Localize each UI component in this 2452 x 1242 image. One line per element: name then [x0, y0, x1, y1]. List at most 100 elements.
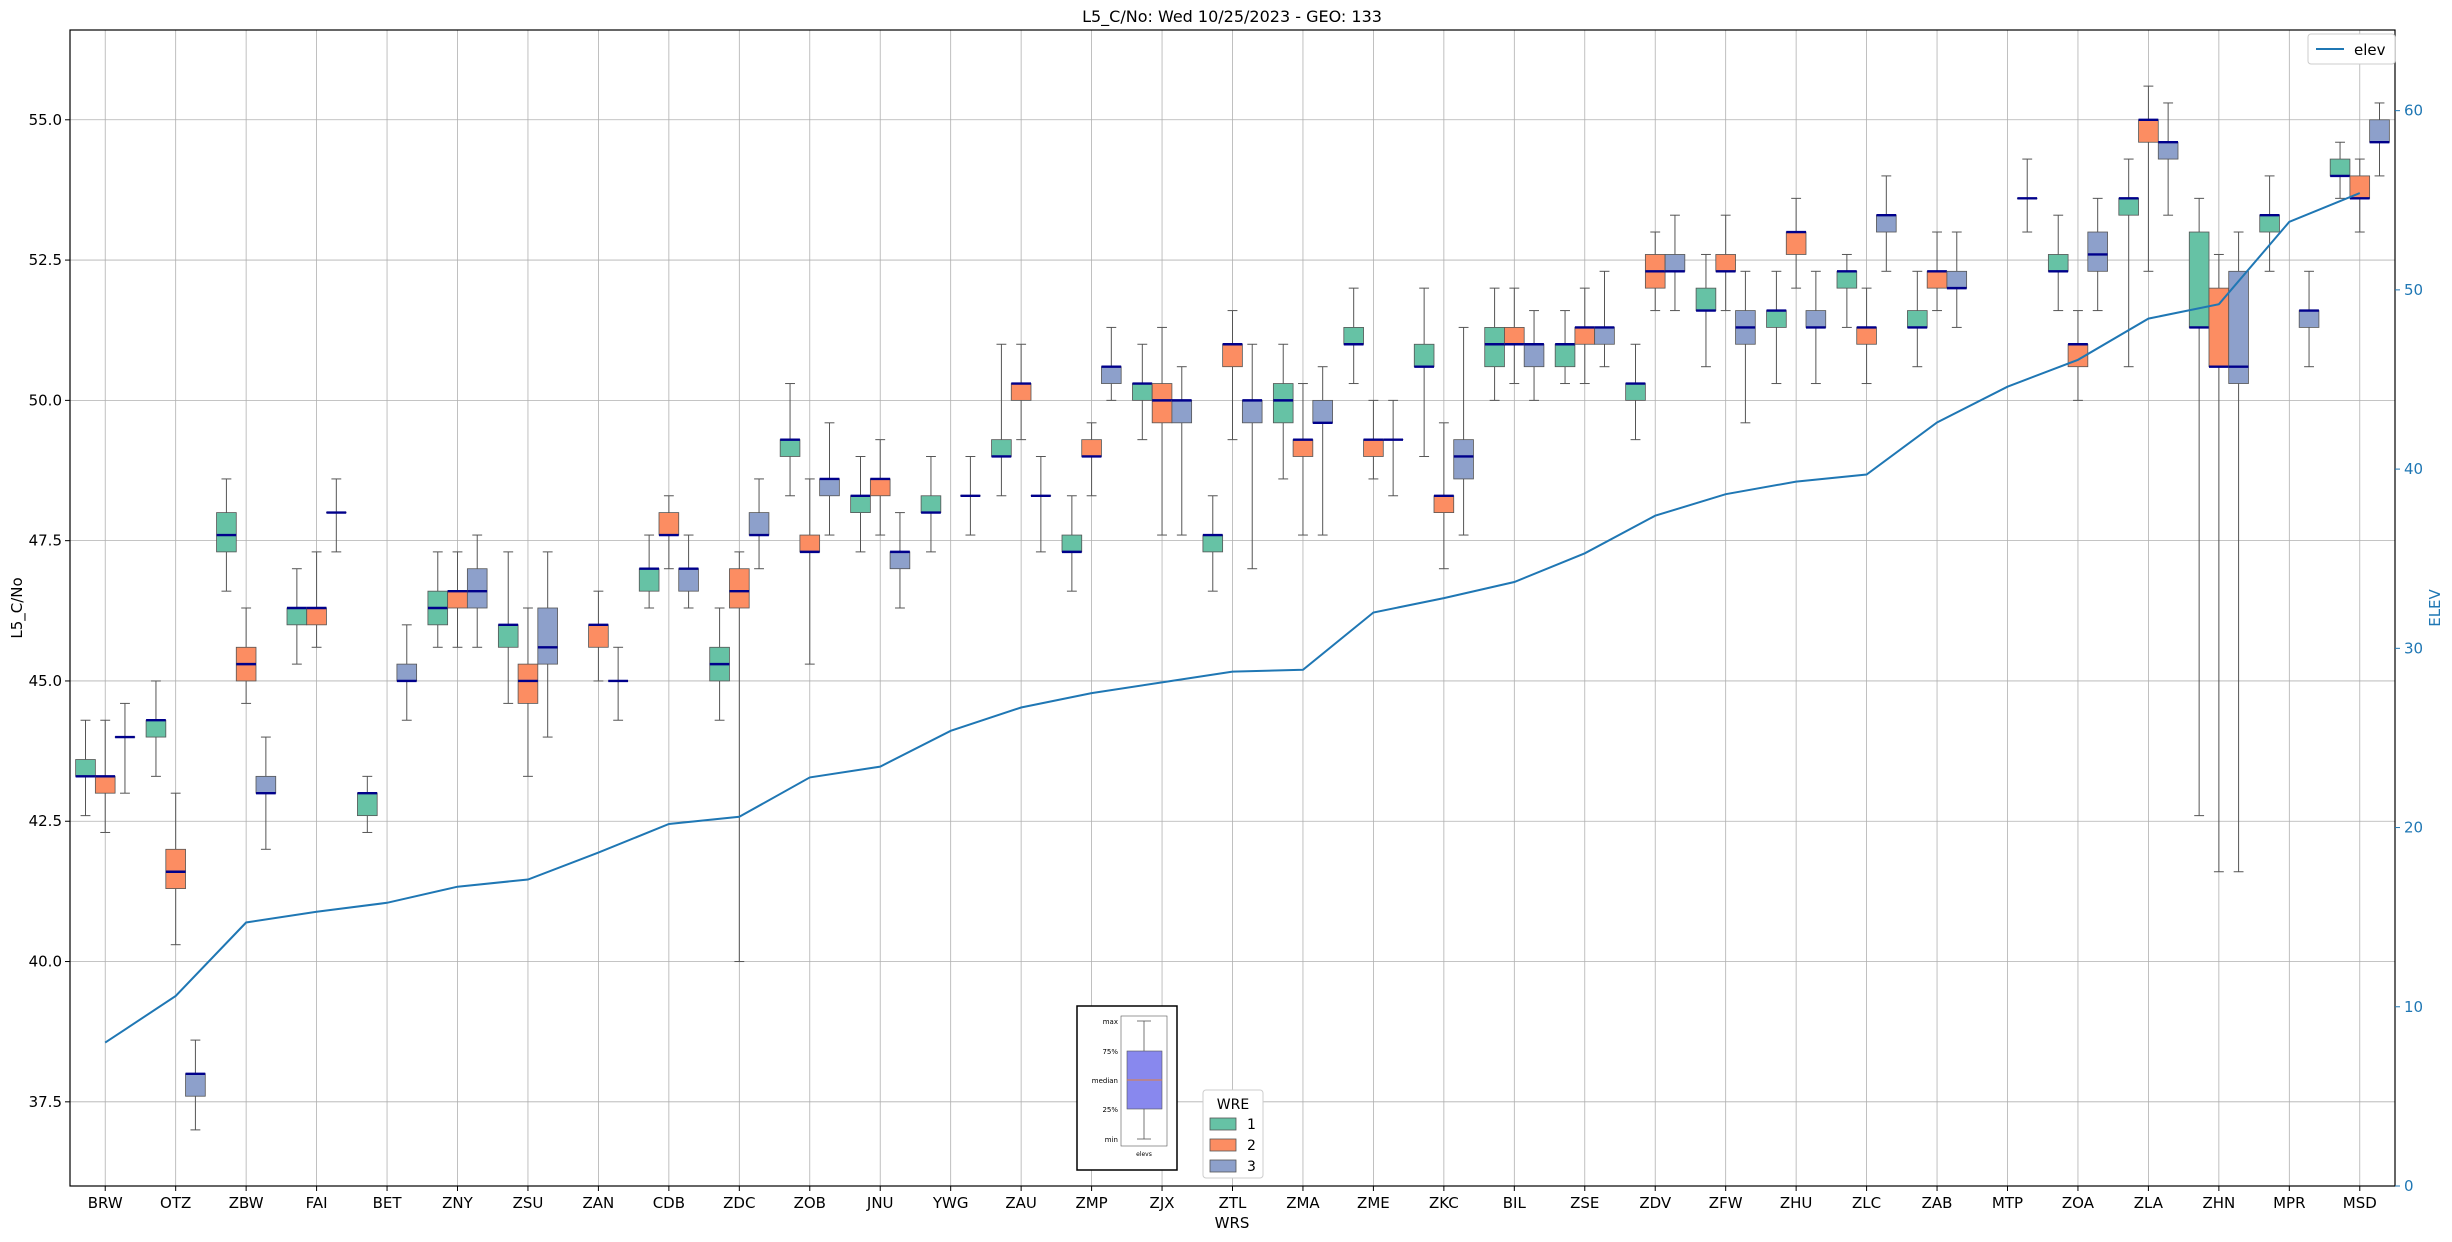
box-iqr [2189, 232, 2209, 327]
x-tick-label: ZKC [1429, 1194, 1459, 1212]
box-iqr [1011, 384, 1031, 401]
box-iqr [307, 608, 327, 625]
box-iqr [2330, 159, 2350, 176]
x-tick-label: ZMA [1286, 1194, 1320, 1212]
x-tick-label: ZDC [723, 1194, 755, 1212]
box-iqr [639, 569, 659, 591]
key-label-75: 75% [1102, 1048, 1118, 1056]
wre-legend-swatch-1 [1210, 1118, 1236, 1130]
box-iqr [2088, 232, 2108, 271]
box-iqr [1626, 384, 1646, 401]
key-label-min: min [1105, 1136, 1118, 1144]
box-iqr [589, 625, 609, 647]
box-iqr [287, 608, 307, 625]
x-tick-label: ZOA [2062, 1194, 2095, 1212]
x-tick-label: ZJX [1150, 1194, 1175, 1212]
box-iqr [1485, 327, 1505, 366]
x-tick-label: ZBW [229, 1194, 264, 1212]
x-tick-label: YWG [932, 1194, 969, 1212]
box-iqr [1152, 384, 1172, 423]
box-iqr [1806, 311, 1826, 328]
box-iqr [1172, 400, 1192, 422]
y2-tick-label: 60 [2404, 102, 2423, 120]
y-tick-label: 52.5 [29, 251, 62, 269]
x-tick-label: BRW [88, 1194, 123, 1212]
box-iqr [1786, 232, 1806, 254]
box-iqr [1454, 440, 1474, 479]
box-iqr [1101, 367, 1121, 384]
box-iqr [1203, 535, 1223, 552]
box-iqr [1132, 384, 1152, 401]
box-iqr [1696, 288, 1716, 310]
y-tick-label: 42.5 [29, 812, 62, 830]
y2-tick-label: 40 [2404, 460, 2423, 478]
x-axis-label: WRS [1215, 1214, 1250, 1232]
y2-axis-label: ELEV [2426, 588, 2444, 626]
box-iqr [2048, 254, 2068, 271]
y-tick-label: 47.5 [29, 532, 62, 550]
box-iqr [186, 1074, 206, 1096]
box-iqr [679, 569, 699, 591]
x-tick-label: ZTL [1219, 1194, 1247, 1212]
x-tick-label: ZFW [1709, 1194, 1743, 1212]
box-iqr [1242, 400, 1262, 422]
y-tick-label: 45.0 [29, 672, 62, 690]
box-iqr [518, 664, 538, 703]
elev-line-legend: elev [2308, 34, 2395, 64]
box-iqr [1313, 400, 1333, 422]
wre-legend-swatch-2 [1210, 1139, 1236, 1151]
box-iqr [1504, 327, 1524, 344]
x-tick-label: BET [373, 1194, 403, 1212]
x-tick-label: JNU [866, 1194, 894, 1212]
y2-tick-label: 0 [2404, 1177, 2414, 1195]
y2-tick-label: 50 [2404, 281, 2423, 299]
wre-legend-swatch-3 [1210, 1160, 1236, 1172]
box-iqr [1927, 271, 1947, 288]
box-iqr [448, 591, 468, 608]
x-tick-label: ZSU [513, 1194, 544, 1212]
box-iqr [1947, 271, 1967, 288]
box-iqr [2158, 142, 2178, 159]
x-tick-label: ZLC [1852, 1194, 1881, 1212]
y-tick-label: 55.0 [29, 111, 62, 129]
box-iqr [921, 496, 941, 513]
box-iqr [1273, 384, 1293, 423]
y-axis-label: L5_C/No [8, 577, 27, 638]
x-tick-label: ZAU [1005, 1194, 1037, 1212]
box-iqr [851, 496, 871, 513]
box-iqr [780, 440, 800, 457]
key-label-25: 25% [1102, 1106, 1118, 1114]
key-label-median: median [1092, 1077, 1118, 1085]
box-iqr [2139, 120, 2159, 142]
wre-legend-label-3: 3 [1247, 1159, 1256, 1175]
box-iqr [1907, 311, 1927, 328]
y-tick-label: 40.0 [29, 953, 62, 971]
box-iqr [749, 513, 769, 535]
box-iqr [1434, 496, 1454, 513]
x-tick-label: ZHU [1780, 1194, 1813, 1212]
x-tick-label: ZOB [794, 1194, 826, 1212]
box-iqr [2119, 198, 2139, 215]
box-iqr [256, 776, 276, 793]
box-iqr [1082, 440, 1102, 457]
box-iqr [1555, 344, 1575, 366]
box-iqr [1524, 344, 1544, 366]
x-tick-label: ZSE [1570, 1194, 1599, 1212]
y2-tick-label: 10 [2404, 998, 2423, 1016]
box-iqr [2260, 215, 2280, 232]
box-iqr [1876, 215, 1896, 232]
box-iqr [1665, 254, 1685, 271]
x-tick-label: BIL [1503, 1194, 1527, 1212]
box-iqr [2299, 311, 2319, 328]
box-iqr [166, 849, 186, 888]
box-iqr [95, 776, 115, 793]
y-tick-label: 37.5 [29, 1093, 62, 1111]
wre-legend: WRE 1 2 3 [1203, 1090, 1263, 1178]
wre-legend-title: WRE [1217, 1097, 1249, 1113]
box-iqr [357, 793, 377, 815]
box-iqr [1223, 344, 1243, 366]
box-iqr [1716, 254, 1736, 271]
box-iqr [1767, 311, 1787, 328]
x-tick-label: OTZ [160, 1194, 191, 1212]
